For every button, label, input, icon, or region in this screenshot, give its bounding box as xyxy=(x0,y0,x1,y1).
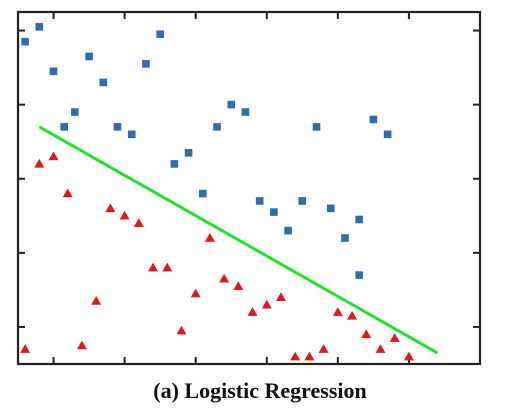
square-point xyxy=(256,197,264,205)
triangle-point xyxy=(375,344,385,353)
square-point xyxy=(355,271,363,279)
plot-border xyxy=(18,12,480,364)
triangle-point xyxy=(262,300,272,309)
triangle-point xyxy=(290,352,300,361)
square-point xyxy=(185,149,193,157)
triangle-point xyxy=(319,344,329,353)
triangle-point xyxy=(34,159,44,168)
triangle-point xyxy=(276,292,286,301)
triangle-point xyxy=(120,211,130,220)
square-point xyxy=(99,79,107,87)
square-point xyxy=(171,160,179,168)
triangle-point xyxy=(49,152,59,161)
boundary-line xyxy=(39,127,437,353)
triangle-point xyxy=(333,307,343,316)
square-point xyxy=(341,234,349,242)
triangle-point xyxy=(77,340,87,349)
square-point xyxy=(156,30,164,38)
triangle-point xyxy=(63,189,73,198)
square-point xyxy=(327,205,335,213)
square-point xyxy=(142,60,150,68)
square-point xyxy=(50,67,58,75)
square-point xyxy=(71,108,79,116)
triangle-point xyxy=(361,329,371,338)
triangle-point xyxy=(148,263,158,272)
square-point xyxy=(114,123,122,131)
square-point xyxy=(242,108,250,116)
square-point xyxy=(128,130,136,138)
square-point xyxy=(60,123,68,131)
square-point xyxy=(213,123,221,131)
square-point xyxy=(284,227,292,235)
square-point xyxy=(313,123,321,131)
square-point xyxy=(227,101,235,109)
triangle-point xyxy=(20,344,30,353)
triangle-point xyxy=(105,203,115,212)
triangle-point xyxy=(134,218,144,227)
triangle-point xyxy=(347,311,357,320)
square-point xyxy=(85,53,93,61)
plot-frame xyxy=(18,12,480,364)
triangle-point xyxy=(219,274,229,283)
triangle-point xyxy=(233,281,243,290)
triangle-point xyxy=(91,296,101,305)
square-point xyxy=(199,190,207,198)
square-point xyxy=(384,130,392,138)
triangle-point xyxy=(205,233,215,242)
triangle-point xyxy=(191,289,201,298)
square-point xyxy=(355,216,363,224)
square-point xyxy=(36,23,44,31)
square-point xyxy=(270,208,278,216)
decision-boundary xyxy=(39,127,437,353)
square-point xyxy=(370,116,378,124)
triangle-point xyxy=(248,307,258,316)
triangle-point xyxy=(176,326,186,335)
triangle-point xyxy=(390,333,400,342)
triangle-point xyxy=(404,352,414,361)
triangle-point xyxy=(304,352,314,361)
square-point xyxy=(21,38,29,46)
square-point xyxy=(299,197,307,205)
data-points xyxy=(20,23,414,360)
figure-caption: (a) Logistic Regression xyxy=(0,378,520,404)
triangle-point xyxy=(162,263,172,272)
axis-ticks xyxy=(18,12,480,364)
